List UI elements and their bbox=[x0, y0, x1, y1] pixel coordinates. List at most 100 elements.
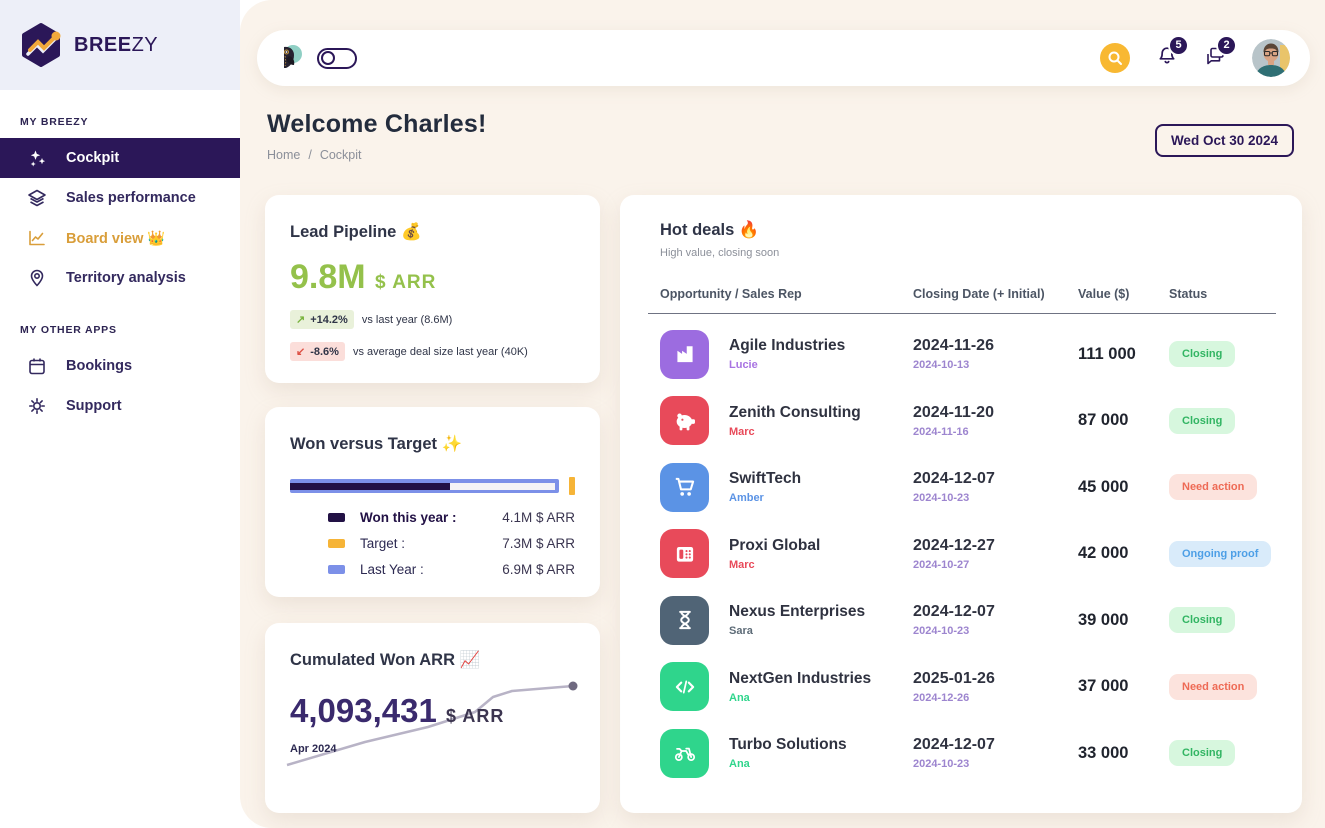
code-icon bbox=[660, 662, 709, 712]
notifications-button[interactable]: 5 bbox=[1156, 34, 1189, 72]
table-row[interactable]: NextGen Industries Ana 2025-01-26 2024-1… bbox=[660, 654, 1288, 721]
status-badge: Need action bbox=[1169, 673, 1258, 700]
breezy-logo-icon bbox=[22, 23, 61, 67]
closing-date: 2025-01-26 bbox=[913, 669, 995, 687]
piggy-bank-icon bbox=[660, 396, 709, 446]
table-row[interactable]: Nexus Enterprises Sara 2024-12-07 2024-1… bbox=[660, 587, 1288, 654]
table-row[interactable]: Agile Industries Lucie 2024-11-26 2024-1… bbox=[660, 321, 1288, 388]
column-status: Status bbox=[1169, 287, 1208, 301]
breadcrumb-current: Cockpit bbox=[319, 148, 362, 162]
cumulated-won-arr-card: Cumulated Won ARR 📈 4,093,431 $ ARR Apr … bbox=[265, 623, 600, 813]
sidebar: BREEZY MY BREEZY Cockpit Sales performan… bbox=[0, 0, 240, 828]
sidebar-item-label: Bookings bbox=[66, 358, 133, 374]
sidebar-item-label: Territory analysis bbox=[66, 270, 186, 286]
date-badge[interactable]: Wed Oct 30 2024 bbox=[1154, 124, 1294, 157]
sidebar-item-support[interactable]: Support bbox=[0, 386, 240, 426]
status-badge: Need action bbox=[1169, 474, 1258, 501]
toggle-knob bbox=[321, 51, 335, 65]
target-marker bbox=[569, 477, 575, 495]
messages-button[interactable]: 2 bbox=[1204, 34, 1237, 72]
topbar: 5 2 bbox=[257, 30, 1310, 86]
sidebar-item-board-view[interactable]: Board view 👑 bbox=[0, 218, 240, 258]
sidebar-section-my-breezy: MY BREEZY bbox=[20, 116, 89, 128]
status-badge: Closing bbox=[1169, 607, 1236, 634]
lead-pipeline-value: 9.8M $ ARR bbox=[290, 258, 437, 296]
deal-value: 37 000 bbox=[1078, 677, 1129, 696]
sidebar-item-label: Board view 👑 bbox=[66, 230, 166, 247]
notifications-count-badge: 5 bbox=[1168, 34, 1189, 56]
territory-pin-icon bbox=[26, 267, 48, 289]
column-value: Value ($) bbox=[1078, 287, 1130, 301]
status-badge: Closing bbox=[1169, 341, 1236, 368]
deal-name: Proxi Global bbox=[729, 536, 821, 554]
deal-name: NextGen Industries bbox=[729, 669, 872, 687]
status-badge: Closing bbox=[1169, 407, 1236, 434]
deal-value: 45 000 bbox=[1078, 477, 1129, 496]
deal-value: 42 000 bbox=[1078, 544, 1129, 563]
gear-icon bbox=[26, 395, 48, 417]
arrow-up-right-icon: ↗ bbox=[296, 314, 306, 326]
initial-date: 2024-12-26 bbox=[913, 691, 970, 704]
table-divider bbox=[648, 313, 1276, 314]
legend-row-target: Target : 7.3M $ ARR bbox=[328, 536, 575, 551]
sidebar-item-territory-analysis[interactable]: Territory analysis bbox=[0, 258, 240, 298]
sidebar-item-label: Support bbox=[66, 398, 122, 414]
status-badge: Ongoing proof bbox=[1169, 540, 1272, 567]
deal-value: 87 000 bbox=[1078, 411, 1129, 430]
sidebar-item-label: Cockpit bbox=[66, 150, 120, 166]
table-row[interactable]: Turbo Solutions Ana 2024-12-07 2024-10-2… bbox=[660, 720, 1288, 787]
messages-count-badge: 2 bbox=[1216, 34, 1237, 56]
search-button[interactable] bbox=[1100, 43, 1130, 73]
hot-deals-subtitle: High value, closing soon bbox=[660, 247, 780, 259]
last-year-swatch bbox=[328, 565, 345, 574]
won-swatch bbox=[328, 513, 345, 522]
search-icon bbox=[1108, 51, 1122, 65]
legend-row-won: Won this year : 4.1M $ ARR bbox=[328, 510, 575, 525]
cumulated-won-arr-title: Cumulated Won ARR 📈 bbox=[290, 651, 481, 669]
closing-date: 2024-12-07 bbox=[913, 470, 995, 488]
shopping-cart-icon bbox=[660, 462, 709, 512]
kpi-up-text: vs last year (8.6M) bbox=[361, 313, 453, 326]
fax-icon bbox=[660, 529, 709, 579]
lead-pipeline-unit: $ ARR bbox=[375, 272, 437, 293]
initial-date: 2024-11-16 bbox=[913, 425, 969, 438]
sales-rep: Amber bbox=[729, 492, 764, 505]
page-title: Welcome Charles! bbox=[267, 110, 487, 138]
breadcrumb-home[interactable]: Home bbox=[267, 148, 301, 162]
sales-rep: Ana bbox=[729, 758, 750, 771]
calendar-icon bbox=[26, 355, 48, 377]
sidebar-section-my-other-apps: MY OTHER APPS bbox=[20, 324, 117, 336]
won-vs-target-card: Won versus Target ✨ Won this year : 4.1M… bbox=[265, 407, 600, 597]
sidebar-item-bookings[interactable]: Bookings bbox=[0, 346, 240, 386]
layers-icon bbox=[26, 187, 48, 209]
won-bar bbox=[290, 482, 450, 490]
closing-date: 2024-12-07 bbox=[913, 736, 995, 754]
initial-date: 2024-10-23 bbox=[913, 625, 970, 638]
deal-name: Turbo Solutions bbox=[729, 736, 847, 754]
sidebar-item-sales-performance[interactable]: Sales performance bbox=[0, 178, 240, 218]
hot-deals-table-header: Opportunity / Sales Rep Closing Date (+ … bbox=[660, 287, 1288, 301]
theme-toggle[interactable] bbox=[317, 47, 357, 69]
sidebar-item-label: Sales performance bbox=[66, 190, 196, 206]
initial-date: 2024-10-13 bbox=[913, 359, 970, 372]
lead-pipeline-title: Lead Pipeline 💰 bbox=[290, 223, 422, 241]
sidebar-item-cockpit[interactable]: Cockpit bbox=[0, 138, 240, 178]
won-vs-target-title: Won versus Target ✨ bbox=[290, 435, 463, 453]
user-avatar[interactable] bbox=[1252, 39, 1290, 77]
sales-rep: Lucie bbox=[729, 359, 758, 372]
period-label: Apr 2024 bbox=[290, 743, 337, 755]
hot-deals-card: Hot deals 🔥 High value, closing soon Opp… bbox=[620, 195, 1302, 813]
closing-date: 2024-12-07 bbox=[913, 603, 995, 621]
column-opportunity: Opportunity / Sales Rep bbox=[660, 287, 802, 301]
table-row[interactable]: SwiftTech Amber 2024-12-07 2024-10-23 45… bbox=[660, 454, 1288, 521]
won-vs-target-progress-bar bbox=[290, 476, 575, 496]
breadcrumb-separator: / bbox=[308, 148, 312, 162]
cumulated-won-arr-value: 4,093,431 $ ARR bbox=[290, 692, 505, 729]
target-swatch bbox=[328, 539, 345, 548]
cumulated-won-arr-unit: $ ARR bbox=[445, 706, 505, 726]
breadcrumb: Home / Cockpit bbox=[267, 148, 486, 162]
table-row[interactable]: Proxi Global Marc 2024-12-27 2024-10-27 … bbox=[660, 521, 1288, 588]
sales-rep: Marc bbox=[729, 558, 755, 571]
table-row[interactable]: Zenith Consulting Marc 2024-11-20 2024-1… bbox=[660, 388, 1288, 455]
lead-pipeline-card: Lead Pipeline 💰 9.8M $ ARR ↗ +14.2% vs la… bbox=[265, 195, 600, 383]
